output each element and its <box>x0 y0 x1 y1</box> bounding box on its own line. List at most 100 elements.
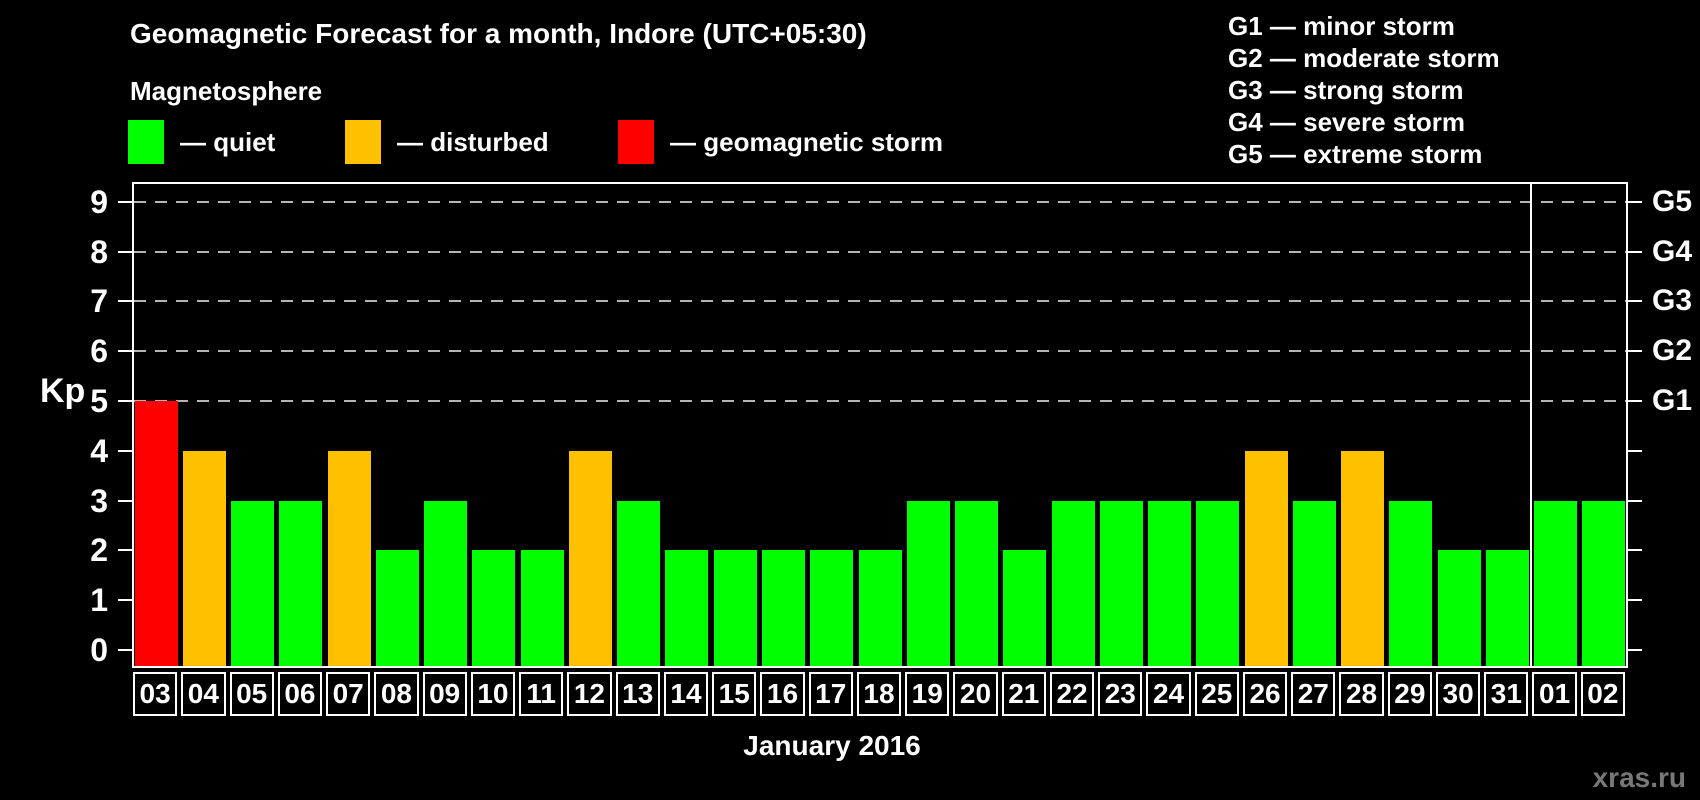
bar-day-18 <box>858 550 902 666</box>
gridline-kp5 <box>134 400 1626 402</box>
x-axis-title: January 2016 <box>743 730 921 761</box>
bar-day-05 <box>231 500 275 666</box>
bar-day-31 <box>1485 550 1529 666</box>
bar-day-17 <box>810 550 854 666</box>
bar-day-04 <box>182 450 226 666</box>
storm-swatch <box>618 120 654 164</box>
day-axis: 03 04 05 06 07 08 09 10 11 12 13 14 15 16 17 18 19 20 21 22… <box>132 672 1628 718</box>
right-axis-label-g3: G3 <box>1652 284 1693 318</box>
y-tick-right-9 <box>1628 200 1642 203</box>
day-label-07: 07 <box>326 672 371 716</box>
bar-day-25 <box>1196 500 1240 666</box>
storm-scale-line: G3 — strong storm <box>1228 75 1464 105</box>
bar-day-15 <box>713 550 757 666</box>
day-label-16: 16 <box>760 672 805 716</box>
day-label-17: 17 <box>808 672 853 716</box>
bar-day-10 <box>472 550 516 666</box>
magnetosphere-label: Magnetosphere <box>130 76 323 106</box>
bar-day-23 <box>1099 500 1143 666</box>
y-tick-left-6 <box>118 350 132 353</box>
y-tick-label-8: 8 <box>90 233 108 270</box>
gridline-kp7 <box>134 300 1626 303</box>
day-label-04: 04 <box>181 672 226 716</box>
y-tick-label-5: 5 <box>90 383 108 419</box>
storm-scale-line: G1 — minor storm <box>1228 11 1455 41</box>
bar-day-24 <box>1148 500 1192 666</box>
legend-label: — disturbed <box>397 126 549 157</box>
gridline-kp9 <box>134 200 1626 203</box>
day-label-10: 10 <box>470 672 516 716</box>
y-tick-right-2 <box>1628 549 1642 552</box>
day-label-05: 05 <box>229 672 274 716</box>
bar-day-30 <box>1437 550 1481 666</box>
disturbed-swatch <box>345 120 381 164</box>
bar-day-14 <box>665 550 709 666</box>
y-tick-right-3 <box>1628 499 1642 502</box>
bar-day-07 <box>327 450 371 666</box>
day-label-08: 08 <box>374 672 419 716</box>
day-label-02: 02 <box>1580 672 1625 716</box>
y-tick-left-2 <box>118 549 132 552</box>
y-tick-left-3 <box>118 499 132 502</box>
y-tick-label-7: 7 <box>90 283 108 320</box>
day-label-18: 18 <box>856 672 902 716</box>
day-label-12: 12 <box>567 672 612 716</box>
day-label-29: 29 <box>1387 672 1432 716</box>
y-tick-right-5 <box>1628 400 1642 402</box>
bar-day-26 <box>1244 450 1288 666</box>
bar-day-27 <box>1292 500 1336 666</box>
day-label-31: 31 <box>1484 672 1529 716</box>
chart-title: Geomagnetic Forecast for a month, Indore… <box>130 18 867 49</box>
quiet-swatch <box>128 120 164 164</box>
day-label-01: 01 <box>1532 672 1577 716</box>
y-tick-left-7 <box>118 300 132 303</box>
storm-scale-legend: G1 — minor storm G2 — moderate storm G3 — … <box>1228 10 1500 170</box>
day-label-15: 15 <box>712 672 757 716</box>
day-label-27: 27 <box>1291 672 1336 716</box>
y-tick-label-3: 3 <box>90 482 108 519</box>
bar-day-19 <box>906 500 950 666</box>
watermark: xras.ru <box>1592 762 1686 793</box>
bar-day-01 <box>1534 500 1578 666</box>
y-tick-right-7 <box>1628 300 1642 303</box>
right-axis-label-g5: G5 <box>1652 184 1693 218</box>
y-tick-left-0 <box>118 649 132 651</box>
bar-day-09 <box>424 500 468 666</box>
day-label-09: 09 <box>422 672 467 716</box>
y-tick-label-6: 6 <box>90 333 108 370</box>
legend-label: — geomagnetic storm <box>670 126 944 157</box>
bar-day-11 <box>520 550 564 666</box>
month-separator <box>1530 182 1533 668</box>
legend-item-storm: — geomagnetic storm <box>618 120 943 164</box>
bar-day-21 <box>1003 550 1047 666</box>
day-label-30: 30 <box>1435 672 1481 716</box>
bar-day-06 <box>279 500 323 666</box>
y-tick-right-1 <box>1628 599 1642 602</box>
storm-scale-line: G5 — extreme storm <box>1228 139 1483 169</box>
y-tick-right-0 <box>1628 649 1642 651</box>
bar-day-02 <box>1582 500 1626 666</box>
gridline-kp8 <box>134 250 1626 253</box>
y-tick-right-6 <box>1628 350 1642 353</box>
y-tick-right-8 <box>1628 250 1642 253</box>
day-label-13: 13 <box>615 672 660 716</box>
day-label-24: 24 <box>1146 672 1191 716</box>
day-label-19: 19 <box>905 672 950 716</box>
day-label-26: 26 <box>1242 672 1288 716</box>
y-axis-title: Kp <box>40 372 86 410</box>
day-label-21: 21 <box>1001 672 1046 716</box>
bar-day-16 <box>761 550 805 666</box>
y-tick-label-2: 2 <box>90 532 108 569</box>
right-axis-label-g1: G1 <box>1652 384 1693 417</box>
day-label-20: 20 <box>953 672 998 716</box>
bar-day-20 <box>955 500 999 666</box>
legend-item-disturbed: — disturbed <box>345 120 549 164</box>
bar-day-03 <box>134 401 178 666</box>
bar-day-12 <box>568 450 612 666</box>
legend-item-quiet: — quiet <box>128 120 275 164</box>
y-tick-left-4 <box>118 449 132 452</box>
y-tick-left-1 <box>118 599 132 602</box>
right-axis-label-g4: G4 <box>1652 234 1693 268</box>
y-tick-label-4: 4 <box>90 432 108 469</box>
y-tick-label-1: 1 <box>90 582 108 619</box>
